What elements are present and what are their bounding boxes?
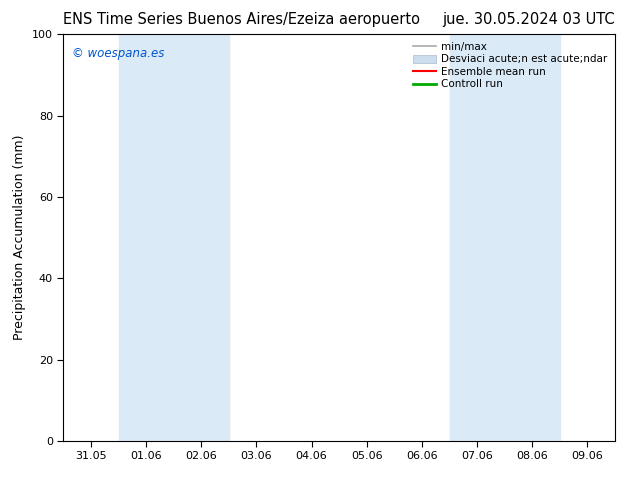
Y-axis label: Precipitation Accumulation (mm): Precipitation Accumulation (mm) <box>13 135 27 341</box>
Legend: min/max, Desviaci acute;n est acute;ndar, Ensemble mean run, Controll run: min/max, Desviaci acute;n est acute;ndar… <box>411 40 610 92</box>
Text: © woespana.es: © woespana.es <box>72 47 164 59</box>
Bar <box>450 34 560 441</box>
Text: ENS Time Series Buenos Aires/Ezeiza aeropuerto: ENS Time Series Buenos Aires/Ezeiza aero… <box>63 12 420 27</box>
Bar <box>119 34 229 441</box>
Text: jue. 30.05.2024 03 UTC: jue. 30.05.2024 03 UTC <box>443 12 615 27</box>
